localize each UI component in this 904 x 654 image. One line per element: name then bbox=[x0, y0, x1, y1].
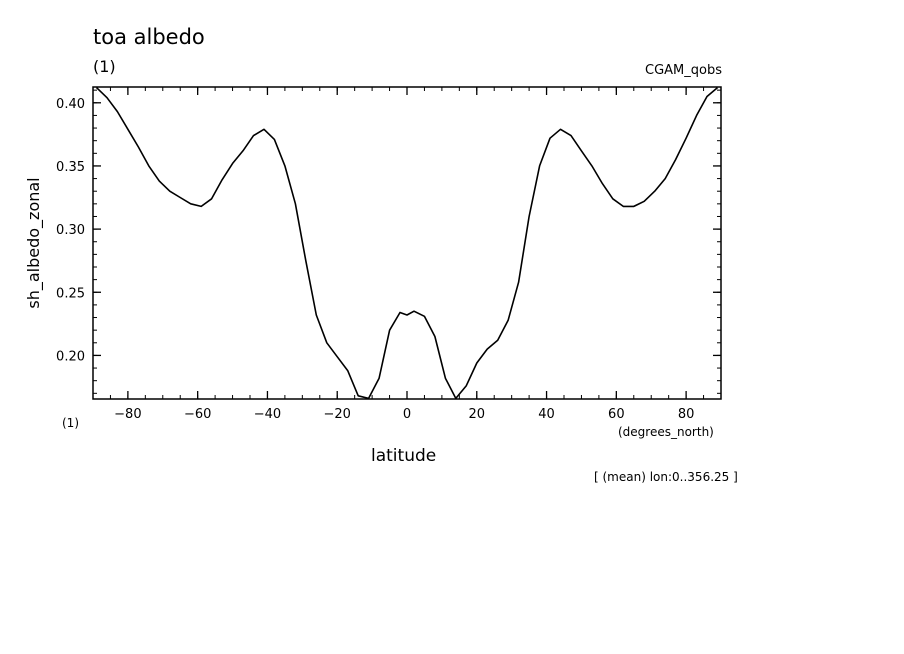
x-tick-label: 60 bbox=[608, 407, 625, 422]
x-tick-label: −40 bbox=[254, 407, 281, 422]
y-tick-label: 0.40 bbox=[56, 97, 85, 112]
axis-ticks bbox=[92, 87, 722, 399]
series-line bbox=[95, 86, 719, 400]
x-tick-label: −60 bbox=[184, 407, 211, 422]
y-tick-label: 0.20 bbox=[56, 349, 85, 364]
y-tick-label: 0.35 bbox=[56, 160, 85, 175]
x-tick-label: −80 bbox=[114, 407, 141, 422]
x-axis-units-label: (degrees_north) bbox=[618, 425, 714, 439]
averaging-note: [ (mean) lon:0..356.25 ] bbox=[594, 470, 738, 484]
plot-frame bbox=[92, 86, 722, 400]
x-tick-label: −20 bbox=[324, 407, 351, 422]
x-tick-label: 0 bbox=[403, 407, 411, 422]
units-top-label: (1) bbox=[93, 57, 116, 76]
x-tick-label: 20 bbox=[469, 407, 486, 422]
x-tick-label: 40 bbox=[538, 407, 555, 422]
units-bottom-label: (1) bbox=[62, 416, 79, 430]
data-series bbox=[95, 86, 719, 400]
x-axis-label: latitude bbox=[371, 446, 437, 466]
chart-title: toa albedo bbox=[93, 25, 205, 49]
y-tick-label: 0.30 bbox=[56, 223, 85, 238]
y-tick-label: 0.25 bbox=[56, 286, 85, 301]
x-tick-label: 80 bbox=[678, 407, 695, 422]
dataset-label: CGAM_qobs bbox=[645, 63, 722, 78]
tick-labels: −80 −60 −40 −20 0 20 40 60 80 0.20 0.25 0.30 0.35 0.4… bbox=[56, 97, 694, 422]
